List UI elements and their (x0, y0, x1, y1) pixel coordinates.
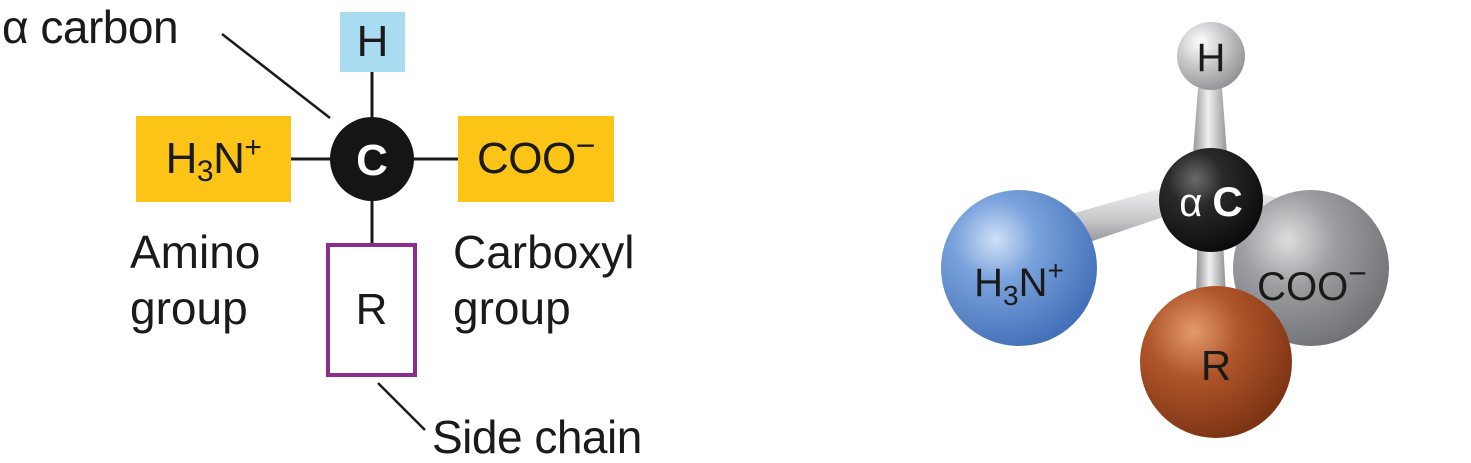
side-chain-box: R (326, 243, 417, 377)
r-group-sphere-label: R (1201, 342, 1231, 389)
r-group-sphere (1140, 286, 1292, 438)
structure-diagram-lines: C (221, 33, 458, 431)
side-chain-symbol: R (355, 285, 388, 334)
amino-group-caption: Amino group (130, 226, 261, 334)
alpha-carbon-leader-line (221, 33, 331, 119)
carboxyl-group-box: COO− (458, 116, 614, 202)
amino-sphere (941, 190, 1097, 346)
stick-c-h (1192, 88, 1228, 168)
carboxyl-group-caption: Carboxyl group (453, 226, 635, 334)
amino-group-box: H3N+ (136, 116, 291, 202)
hydrogen-symbol: H (356, 17, 389, 66)
alpha-carbon-label: α carbon (2, 1, 179, 53)
carboxyl-group-formula: COO− (476, 127, 596, 183)
amino-sphere-label: H3N+ (974, 255, 1064, 311)
hydrogen-sphere-label: H (1197, 36, 1226, 80)
hydrogen-sphere (1177, 22, 1245, 90)
carboxyl-sphere-label: COO− (1257, 255, 1367, 309)
hydrogen-box: H (340, 12, 405, 72)
alpha-carbon-atom (330, 117, 414, 201)
alpha-carbon-sphere (1159, 148, 1263, 252)
amino-group-formula: H3N+ (165, 131, 262, 188)
side-chain-leader-line (377, 382, 426, 431)
carboxyl-sphere (1233, 190, 1389, 346)
alpha-carbon-symbol: C (356, 136, 388, 185)
side-chain-caption: Side chain (432, 411, 642, 463)
